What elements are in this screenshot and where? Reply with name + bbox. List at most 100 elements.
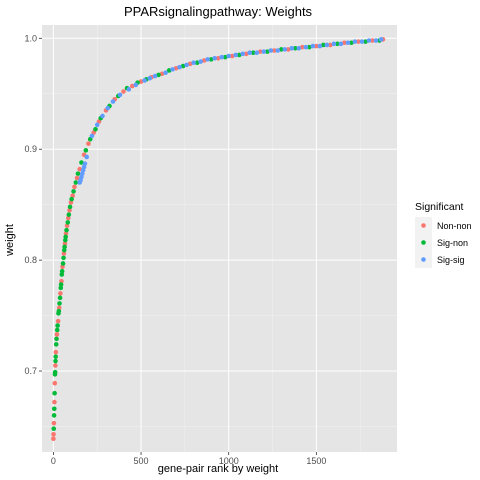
point-sig-non bbox=[51, 406, 57, 412]
point-sig-non bbox=[53, 358, 58, 364]
point-sig-sig bbox=[240, 51, 246, 57]
point-sig-non bbox=[349, 40, 354, 46]
point-sig-non bbox=[73, 180, 79, 185]
point-sig-non bbox=[335, 41, 340, 47]
minor-gridlines bbox=[42, 25, 397, 452]
point-sig-non bbox=[52, 390, 57, 396]
y-tick-label: 1.0 bbox=[24, 33, 37, 43]
point-sig-non bbox=[278, 47, 284, 52]
point-non-non bbox=[51, 436, 56, 441]
point-sig-sig bbox=[331, 41, 337, 47]
point-non-non bbox=[53, 349, 59, 355]
point-sig-sig bbox=[247, 50, 253, 56]
point-non-non bbox=[257, 49, 263, 54]
point-sig-sig bbox=[275, 48, 281, 53]
point-sig-non bbox=[363, 39, 368, 44]
point-non-non bbox=[61, 251, 67, 256]
point-sig-sig bbox=[184, 62, 189, 68]
point-sig-sig bbox=[352, 39, 358, 44]
point-sig-sig bbox=[261, 49, 267, 54]
point-sig-sig bbox=[198, 59, 203, 64]
point-sig-sig bbox=[254, 50, 260, 56]
point-sig-sig bbox=[366, 38, 372, 43]
point-sig-sig bbox=[359, 39, 365, 44]
point-non-non bbox=[271, 48, 277, 53]
point-sig-non bbox=[52, 369, 58, 375]
plot-panel bbox=[42, 25, 397, 452]
point-sig-sig bbox=[310, 43, 316, 49]
point-sig-sig bbox=[82, 161, 88, 166]
point-sig-non bbox=[79, 160, 84, 165]
point-sig-sig bbox=[152, 73, 158, 79]
point-sig-sig bbox=[317, 43, 323, 49]
point-sig-non bbox=[55, 323, 60, 328]
point-sig-sig bbox=[212, 55, 217, 61]
point-sig-sig bbox=[345, 40, 351, 46]
point-sig-non bbox=[208, 57, 214, 62]
point-sig-non bbox=[51, 413, 57, 418]
point-sig-non bbox=[61, 247, 67, 253]
point-non-non bbox=[53, 363, 58, 368]
point-non-non bbox=[314, 43, 319, 49]
legend-swatch-sig-sig bbox=[421, 257, 426, 262]
x-tick-label: 0 bbox=[51, 456, 56, 466]
point-sig-non bbox=[59, 272, 65, 277]
x-tick-label: 500 bbox=[134, 456, 149, 466]
point-sig-non bbox=[51, 426, 57, 432]
point-non-non bbox=[173, 65, 179, 71]
point-sig-sig bbox=[105, 105, 111, 111]
point-sig-non bbox=[75, 171, 81, 176]
point-sig-non bbox=[93, 126, 98, 132]
point-sig-non bbox=[59, 268, 65, 274]
point-sig-sig bbox=[289, 45, 295, 51]
point-sig-non bbox=[60, 261, 66, 266]
point-non-non bbox=[52, 380, 58, 386]
point-non-non bbox=[300, 44, 305, 50]
y-tick-label: 0.7 bbox=[24, 366, 37, 376]
point-sig-sig bbox=[205, 57, 210, 62]
major-gridlines bbox=[42, 25, 397, 452]
point-sig-sig bbox=[163, 70, 168, 75]
legend-label-sig-sig: Sig-sig bbox=[437, 255, 465, 265]
point-sig-sig bbox=[373, 38, 379, 43]
legend-label-sig-non: Sig-non bbox=[437, 238, 468, 248]
point-sig-sig bbox=[133, 82, 139, 88]
point-non-non bbox=[201, 58, 207, 63]
point-sig-non bbox=[65, 220, 71, 225]
point-sig-non bbox=[236, 52, 242, 58]
point-non-non bbox=[121, 89, 126, 94]
point-sig-sig bbox=[94, 122, 100, 128]
x-tick-label: 1500 bbox=[306, 456, 326, 466]
point-non-non bbox=[51, 420, 57, 426]
point-sig-sig bbox=[226, 53, 232, 59]
point-non-non bbox=[129, 83, 135, 89]
point-sig-sig bbox=[100, 113, 105, 119]
point-sig-sig bbox=[338, 41, 344, 47]
point-non-non bbox=[62, 241, 68, 246]
point-sig-non bbox=[61, 255, 66, 261]
y-tick-label: 0.9 bbox=[24, 144, 37, 154]
legend-entries: Non-non Sig-non Sig-sig bbox=[415, 217, 472, 268]
point-sig-non bbox=[264, 49, 270, 54]
point-non-non bbox=[215, 55, 221, 61]
point-sig-non bbox=[63, 234, 68, 240]
point-sig-sig bbox=[268, 48, 274, 53]
point-sig-non bbox=[57, 301, 62, 306]
point-sig-sig bbox=[233, 52, 239, 58]
point-sig-non bbox=[53, 342, 59, 347]
point-sig-sig bbox=[110, 99, 116, 104]
point-sig-sig bbox=[378, 37, 384, 42]
point-sig-non bbox=[83, 148, 89, 153]
point-sig-non bbox=[321, 42, 326, 48]
point-sig-sig bbox=[296, 45, 302, 51]
point-sig-non bbox=[69, 196, 74, 202]
point-sig-non bbox=[156, 72, 161, 78]
point-sig-non bbox=[71, 189, 76, 194]
data-points bbox=[51, 37, 386, 441]
point-non-non bbox=[51, 431, 56, 437]
point-sig-sig bbox=[117, 92, 123, 98]
point-sig-sig bbox=[84, 154, 90, 160]
point-sig-non bbox=[222, 54, 228, 60]
point-sig-sig bbox=[303, 44, 309, 50]
point-non-non bbox=[187, 61, 193, 67]
